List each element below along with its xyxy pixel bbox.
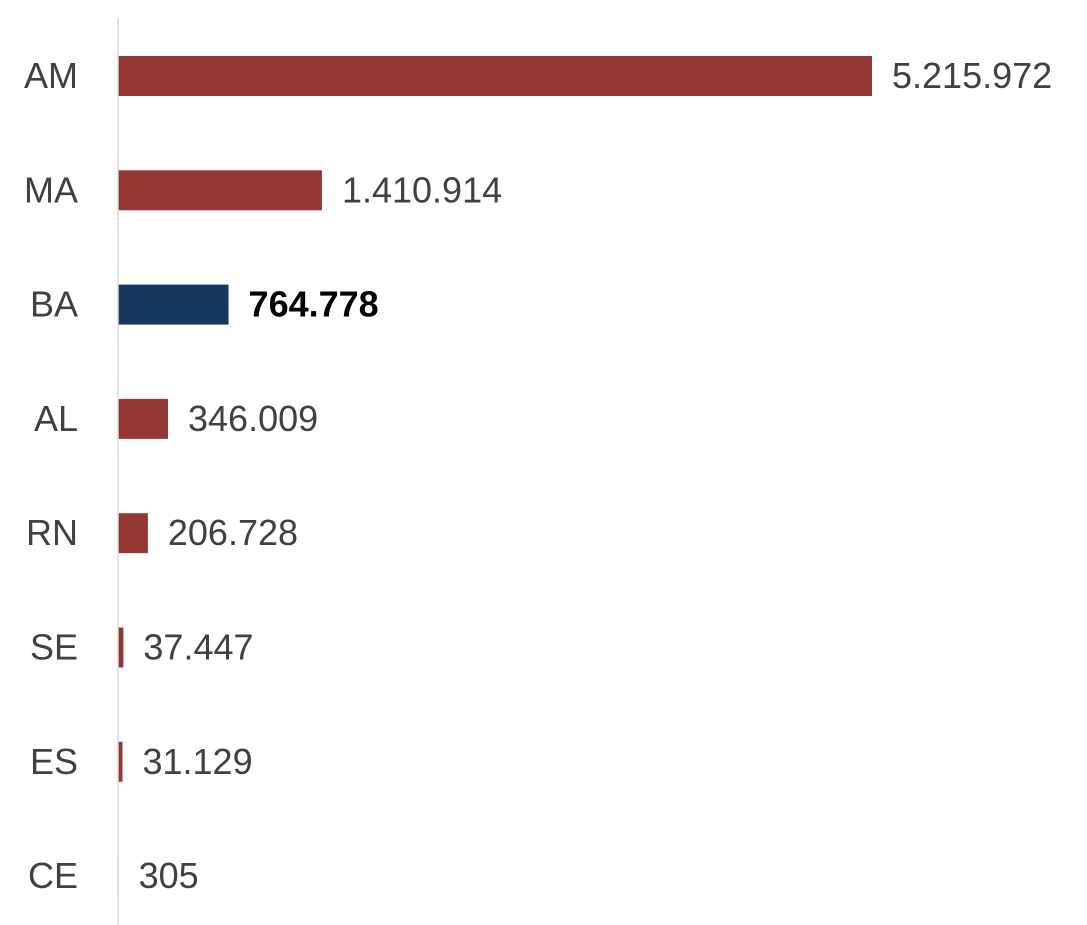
value-label-se: 37.447 — [143, 627, 253, 668]
bar-rn — [118, 513, 148, 554]
bar-ma — [118, 170, 322, 211]
category-label-am: AM — [24, 55, 78, 96]
category-label-es: ES — [30, 741, 78, 782]
value-label-ce: 305 — [139, 855, 199, 896]
value-label-ma: 1.410.914 — [342, 169, 502, 210]
value-label-es: 31.129 — [142, 741, 252, 782]
bar-al — [118, 398, 169, 439]
value-label-am: 5.215.972 — [892, 55, 1052, 96]
bar-es — [118, 741, 123, 782]
category-label-se: SE — [30, 627, 78, 668]
category-label-ma: MA — [24, 169, 78, 210]
category-label-al: AL — [34, 398, 78, 439]
category-label-ba: BA — [30, 284, 78, 325]
value-labels: 5.215.972 1.410.914 764.778 346.009 206.728 3… — [139, 55, 1053, 896]
category-label-rn: RN — [26, 512, 78, 553]
bars-group — [118, 56, 872, 897]
value-label-al: 346.009 — [188, 398, 318, 439]
category-labels: AM MA BA AL RN SE ES CE — [24, 55, 78, 896]
bar-ba — [118, 284, 229, 325]
value-label-rn: 206.728 — [168, 512, 298, 553]
bar-se — [118, 627, 124, 668]
value-label-ba: 764.778 — [249, 284, 379, 325]
bar-am — [118, 56, 872, 96]
category-label-ce: CE — [28, 855, 78, 896]
